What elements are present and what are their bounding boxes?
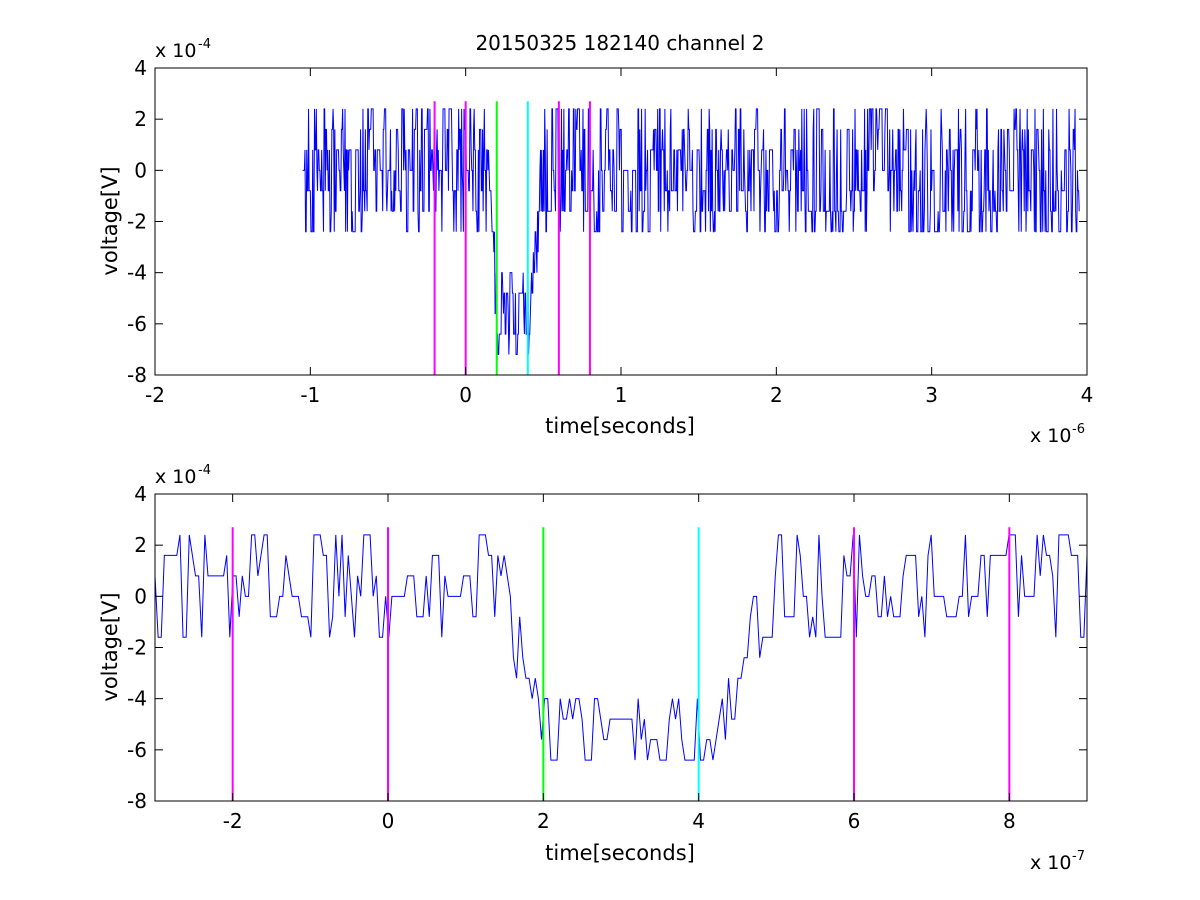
top-plot-content bbox=[302, 101, 1080, 375]
top-signal-trace bbox=[302, 108, 1080, 356]
top-y-tick-label: 2 bbox=[134, 107, 147, 131]
bottom-ticks: -2 0 2 4 6 8 -8 -6 -4 -2 0 2 4 bbox=[127, 482, 1087, 833]
bottom-x-tick-label: 2 bbox=[537, 809, 550, 833]
figure-title: 20150325 182140 channel 2 bbox=[475, 31, 764, 55]
bottom-y-tick-label: -2 bbox=[127, 636, 147, 660]
bottom-plot-area bbox=[155, 494, 1087, 801]
top-x-tick-label: 3 bbox=[925, 383, 938, 407]
bottom-x-tick-label: 8 bbox=[1003, 809, 1016, 833]
top-x-tick-label: 1 bbox=[615, 383, 628, 407]
bottom-x-axis-label: time[seconds] bbox=[545, 841, 695, 865]
top-y-tick-label: -6 bbox=[127, 312, 147, 336]
top-y-tick-label: -8 bbox=[127, 363, 147, 387]
top-panel: -2 -1 0 1 2 3 4 -8 -6 -4 -2 0 2 4 time[seconds] volta… bbox=[98, 37, 1093, 447]
top-plot-area bbox=[155, 68, 1087, 375]
top-y-exponent-power: -4 bbox=[198, 37, 211, 52]
top-x-exponent-power: -6 bbox=[1072, 422, 1085, 437]
bottom-y-exponent-power: -4 bbox=[198, 463, 211, 478]
bottom-y-exponent-base: x 10 bbox=[155, 466, 196, 488]
bottom-plot-content bbox=[154, 527, 1088, 801]
bottom-y-tick-label: 2 bbox=[134, 533, 147, 557]
top-y-tick-label: -2 bbox=[127, 210, 147, 234]
bottom-x-tick-label: 0 bbox=[382, 809, 395, 833]
bottom-y-tick-label: -4 bbox=[127, 687, 147, 711]
bottom-x-tick-label: 4 bbox=[692, 809, 705, 833]
bottom-y-tick-label: 0 bbox=[134, 584, 147, 608]
top-x-tick-label: -2 bbox=[145, 383, 165, 407]
top-x-exponent-base: x 10 bbox=[1030, 425, 1071, 447]
bottom-y-tick-label: 4 bbox=[134, 482, 147, 506]
top-y-exponent-base: x 10 bbox=[155, 40, 196, 62]
bottom-y-tick-label: -6 bbox=[127, 738, 147, 762]
bottom-x-tick-label: 6 bbox=[848, 809, 861, 833]
bottom-signal-trace bbox=[154, 534, 1088, 761]
top-ticks: -2 -1 0 1 2 3 4 -8 -6 -4 -2 0 2 4 bbox=[127, 56, 1093, 407]
top-y-tick-label: 0 bbox=[134, 158, 147, 182]
bottom-y-axis-label: voltage[V] bbox=[98, 592, 122, 701]
bottom-x-exponent-power: -7 bbox=[1072, 849, 1085, 864]
top-x-axis-label: time[seconds] bbox=[545, 414, 695, 438]
bottom-panel: -2 0 2 4 6 8 -8 -6 -4 -2 0 2 4 time[seconds] voltage… bbox=[98, 463, 1088, 874]
top-x-tick-label: -1 bbox=[300, 383, 320, 407]
top-y-tick-label: -4 bbox=[127, 261, 147, 285]
top-y-axis-label: voltage[V] bbox=[98, 166, 122, 275]
top-x-tick-label: 4 bbox=[1081, 383, 1094, 407]
bottom-x-exponent-base: x 10 bbox=[1030, 852, 1071, 874]
top-x-tick-label: 2 bbox=[770, 383, 783, 407]
top-y-tick-label: 4 bbox=[134, 56, 147, 80]
bottom-x-tick-label: -2 bbox=[223, 809, 243, 833]
bottom-y-tick-label: -8 bbox=[127, 789, 147, 813]
top-x-tick-label: 0 bbox=[459, 383, 472, 407]
